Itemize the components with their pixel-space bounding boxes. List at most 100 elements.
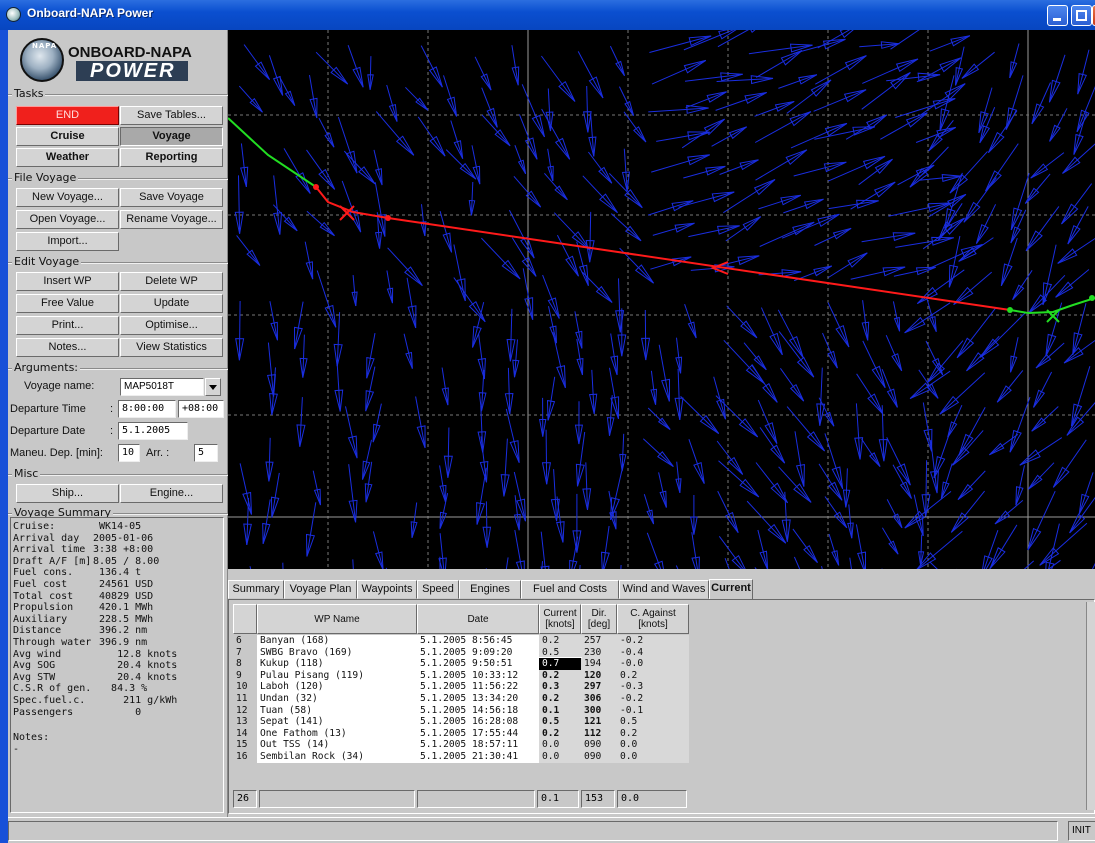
table-cell[interactable]: 12 xyxy=(233,704,257,717)
table-cell[interactable]: 0.2 xyxy=(539,727,581,740)
reporting-button[interactable]: Reporting xyxy=(120,148,223,167)
table-cell[interactable]: 5.1.2005 21:30:41 xyxy=(417,751,539,763)
minimize-button[interactable] xyxy=(1047,5,1068,26)
tab-summary[interactable]: Summary xyxy=(228,580,284,599)
table-cell[interactable]: 0.2 xyxy=(539,669,581,682)
table-cell[interactable]: -0.2 xyxy=(617,693,689,705)
table-cell[interactable]: 121 xyxy=(581,716,617,728)
table-cell[interactable]: 0.0 xyxy=(539,739,581,751)
table-cell[interactable]: 0.2 xyxy=(617,727,689,740)
table-cell[interactable]: 0.0 xyxy=(617,751,689,763)
table-cell[interactable]: -0.2 xyxy=(617,635,689,647)
table-cell[interactable]: 257 xyxy=(581,635,617,647)
maneu-arr-input[interactable]: 5 xyxy=(194,444,218,462)
table-cell[interactable]: 5.1.2005 16:28:08 xyxy=(417,716,539,728)
engine-button[interactable]: Engine... xyxy=(120,484,223,503)
tab-current[interactable]: Current xyxy=(709,579,753,600)
table-cell[interactable]: 5.1.2005 13:34:20 xyxy=(417,693,539,705)
view-statistics-button[interactable]: View Statistics xyxy=(120,338,223,357)
table-cell[interactable]: 194 xyxy=(581,658,617,670)
table-cell[interactable]: -0.3 xyxy=(617,681,689,693)
table-cell[interactable]: Out TSS (14) xyxy=(257,739,417,751)
cruise-button[interactable]: Cruise xyxy=(16,127,119,146)
table-cell[interactable]: 0.5 xyxy=(617,716,689,728)
table-cell[interactable]: 120 xyxy=(581,669,617,682)
table-cell[interactable]: Laboh (120) xyxy=(257,681,417,693)
departure-time-input[interactable]: 8:00:00 xyxy=(118,400,176,418)
table-cell[interactable]: Sembilan Rock (34) xyxy=(257,751,417,763)
table-cell[interactable]: 8 xyxy=(233,658,257,670)
table-cell[interactable]: 0.0 xyxy=(617,739,689,751)
table-cell[interactable]: 300 xyxy=(581,704,617,717)
tab-fuel-and-costs[interactable]: Fuel and Costs xyxy=(521,580,619,599)
save-voyage-button[interactable]: Save Voyage xyxy=(120,188,223,207)
end-button[interactable]: END xyxy=(16,106,119,125)
column-header[interactable]: WP Name xyxy=(257,604,417,634)
open-voyage-button[interactable]: Open Voyage... xyxy=(16,210,119,229)
table-cell[interactable]: 5.1.2005 9:09:20 xyxy=(417,646,539,659)
table-cell[interactable]: 0.7 xyxy=(538,657,582,671)
free-value-button[interactable]: Free Value xyxy=(16,294,119,313)
delete-wp-button[interactable]: Delete WP xyxy=(120,272,223,291)
table-cell[interactable]: 0.2 xyxy=(539,693,581,705)
table-cell[interactable]: 5.1.2005 11:56:22 xyxy=(417,681,539,693)
voyage-button[interactable]: Voyage xyxy=(120,127,223,146)
table-cell[interactable]: 13 xyxy=(233,716,257,728)
table-cell[interactable]: Sepat (141) xyxy=(257,716,417,728)
notes-value[interactable]: - xyxy=(13,743,20,755)
table-cell[interactable]: 5.1.2005 8:56:45 xyxy=(417,635,539,647)
table-cell[interactable]: -0.1 xyxy=(617,704,689,717)
table-cell[interactable]: 0.2 xyxy=(539,635,581,647)
chevron-down-icon[interactable] xyxy=(205,378,221,396)
table-cell[interactable]: 297 xyxy=(581,681,617,693)
table-cell[interactable]: Tuan (58) xyxy=(257,704,417,717)
tab-engines[interactable]: Engines xyxy=(459,580,521,599)
table-cell[interactable]: 112 xyxy=(581,727,617,740)
table-cell[interactable]: 6 xyxy=(233,635,257,647)
title-bar[interactable]: Onboard-NAPA Power xyxy=(0,0,1095,30)
weather-button[interactable]: Weather xyxy=(16,148,119,167)
table-cell[interactable]: 7 xyxy=(233,646,257,659)
timezone-input[interactable]: +08:00 xyxy=(178,400,224,418)
table-cell[interactable]: 090 xyxy=(581,751,617,763)
table-cell[interactable]: 090 xyxy=(581,739,617,751)
table-cell[interactable]: 5.1.2005 14:56:18 xyxy=(417,704,539,717)
table-cell[interactable]: 0.1 xyxy=(539,704,581,717)
ship-button[interactable]: Ship... xyxy=(16,484,119,503)
table-cell[interactable]: Undan (32) xyxy=(257,693,417,705)
column-header[interactable] xyxy=(233,604,257,634)
table-cell[interactable]: -0.0 xyxy=(617,658,689,670)
tab-waypoints[interactable]: Waypoints xyxy=(357,580,417,599)
tab-speed[interactable]: Speed xyxy=(417,580,459,599)
optimise-button[interactable]: Optimise... xyxy=(120,316,223,335)
column-header[interactable]: C. Against [knots] xyxy=(617,604,689,634)
table-cell[interactable]: Kukup (118) xyxy=(257,658,417,670)
current-vector-chart[interactable] xyxy=(228,30,1095,569)
column-header[interactable]: Current [knots] xyxy=(539,604,581,634)
table-cell[interactable]: 0.0 xyxy=(539,751,581,763)
table-cell[interactable]: 0.3 xyxy=(539,681,581,693)
table-cell[interactable]: 5.1.2005 10:33:12 xyxy=(417,669,539,682)
table-cell[interactable]: 10 xyxy=(233,681,257,693)
table-cell[interactable]: 5.1.2005 9:50:51 xyxy=(417,658,539,670)
table-cell[interactable]: 230 xyxy=(581,646,617,659)
maximize-button[interactable] xyxy=(1071,5,1092,26)
table-cell[interactable]: Banyan (168) xyxy=(257,635,417,647)
import-button[interactable]: Import... xyxy=(16,232,119,251)
vertical-scrollbar[interactable] xyxy=(1086,602,1095,810)
notes-button[interactable]: Notes... xyxy=(16,338,119,357)
update-button[interactable]: Update xyxy=(120,294,223,313)
table-cell[interactable]: -0.4 xyxy=(617,646,689,659)
table-cell[interactable]: 14 xyxy=(233,727,257,740)
table-cell[interactable]: 0.2 xyxy=(617,669,689,682)
table-cell[interactable]: 15 xyxy=(233,739,257,751)
table-cell[interactable]: 9 xyxy=(233,669,257,682)
insert-wp-button[interactable]: Insert WP xyxy=(16,272,119,291)
tab-voyage-plan[interactable]: Voyage Plan xyxy=(284,580,357,599)
column-header[interactable]: Date xyxy=(417,604,539,634)
route-map[interactable] xyxy=(228,30,1095,569)
table-cell[interactable]: SWBG Bravo (169) xyxy=(257,646,417,659)
voyage-name-select[interactable]: MAP5018T xyxy=(120,378,204,396)
maneu-dep-input[interactable]: 10 xyxy=(118,444,140,462)
save-tables-button[interactable]: Save Tables... xyxy=(120,106,223,125)
